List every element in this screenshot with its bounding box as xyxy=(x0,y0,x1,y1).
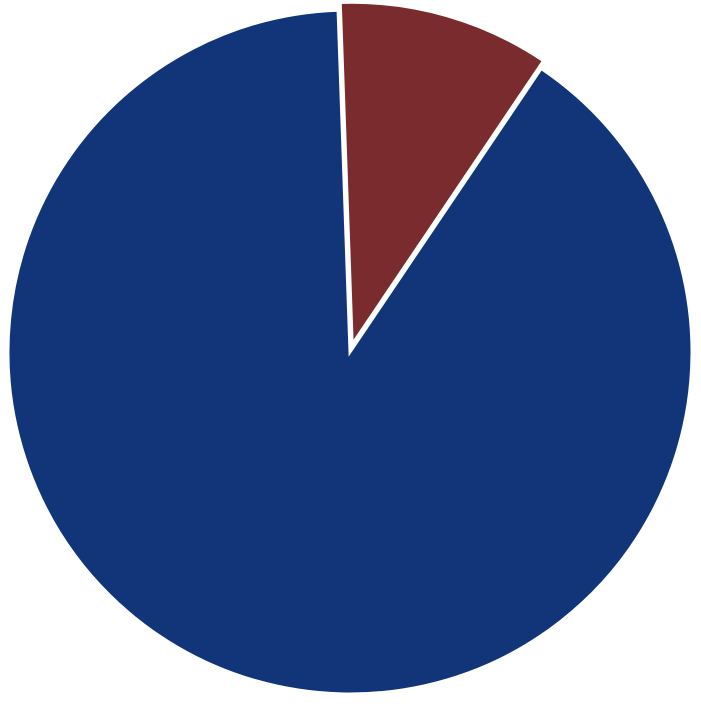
pie-slice-2 xyxy=(6,8,694,696)
pie-slices xyxy=(6,0,694,696)
pie-slice-1 xyxy=(338,0,546,349)
